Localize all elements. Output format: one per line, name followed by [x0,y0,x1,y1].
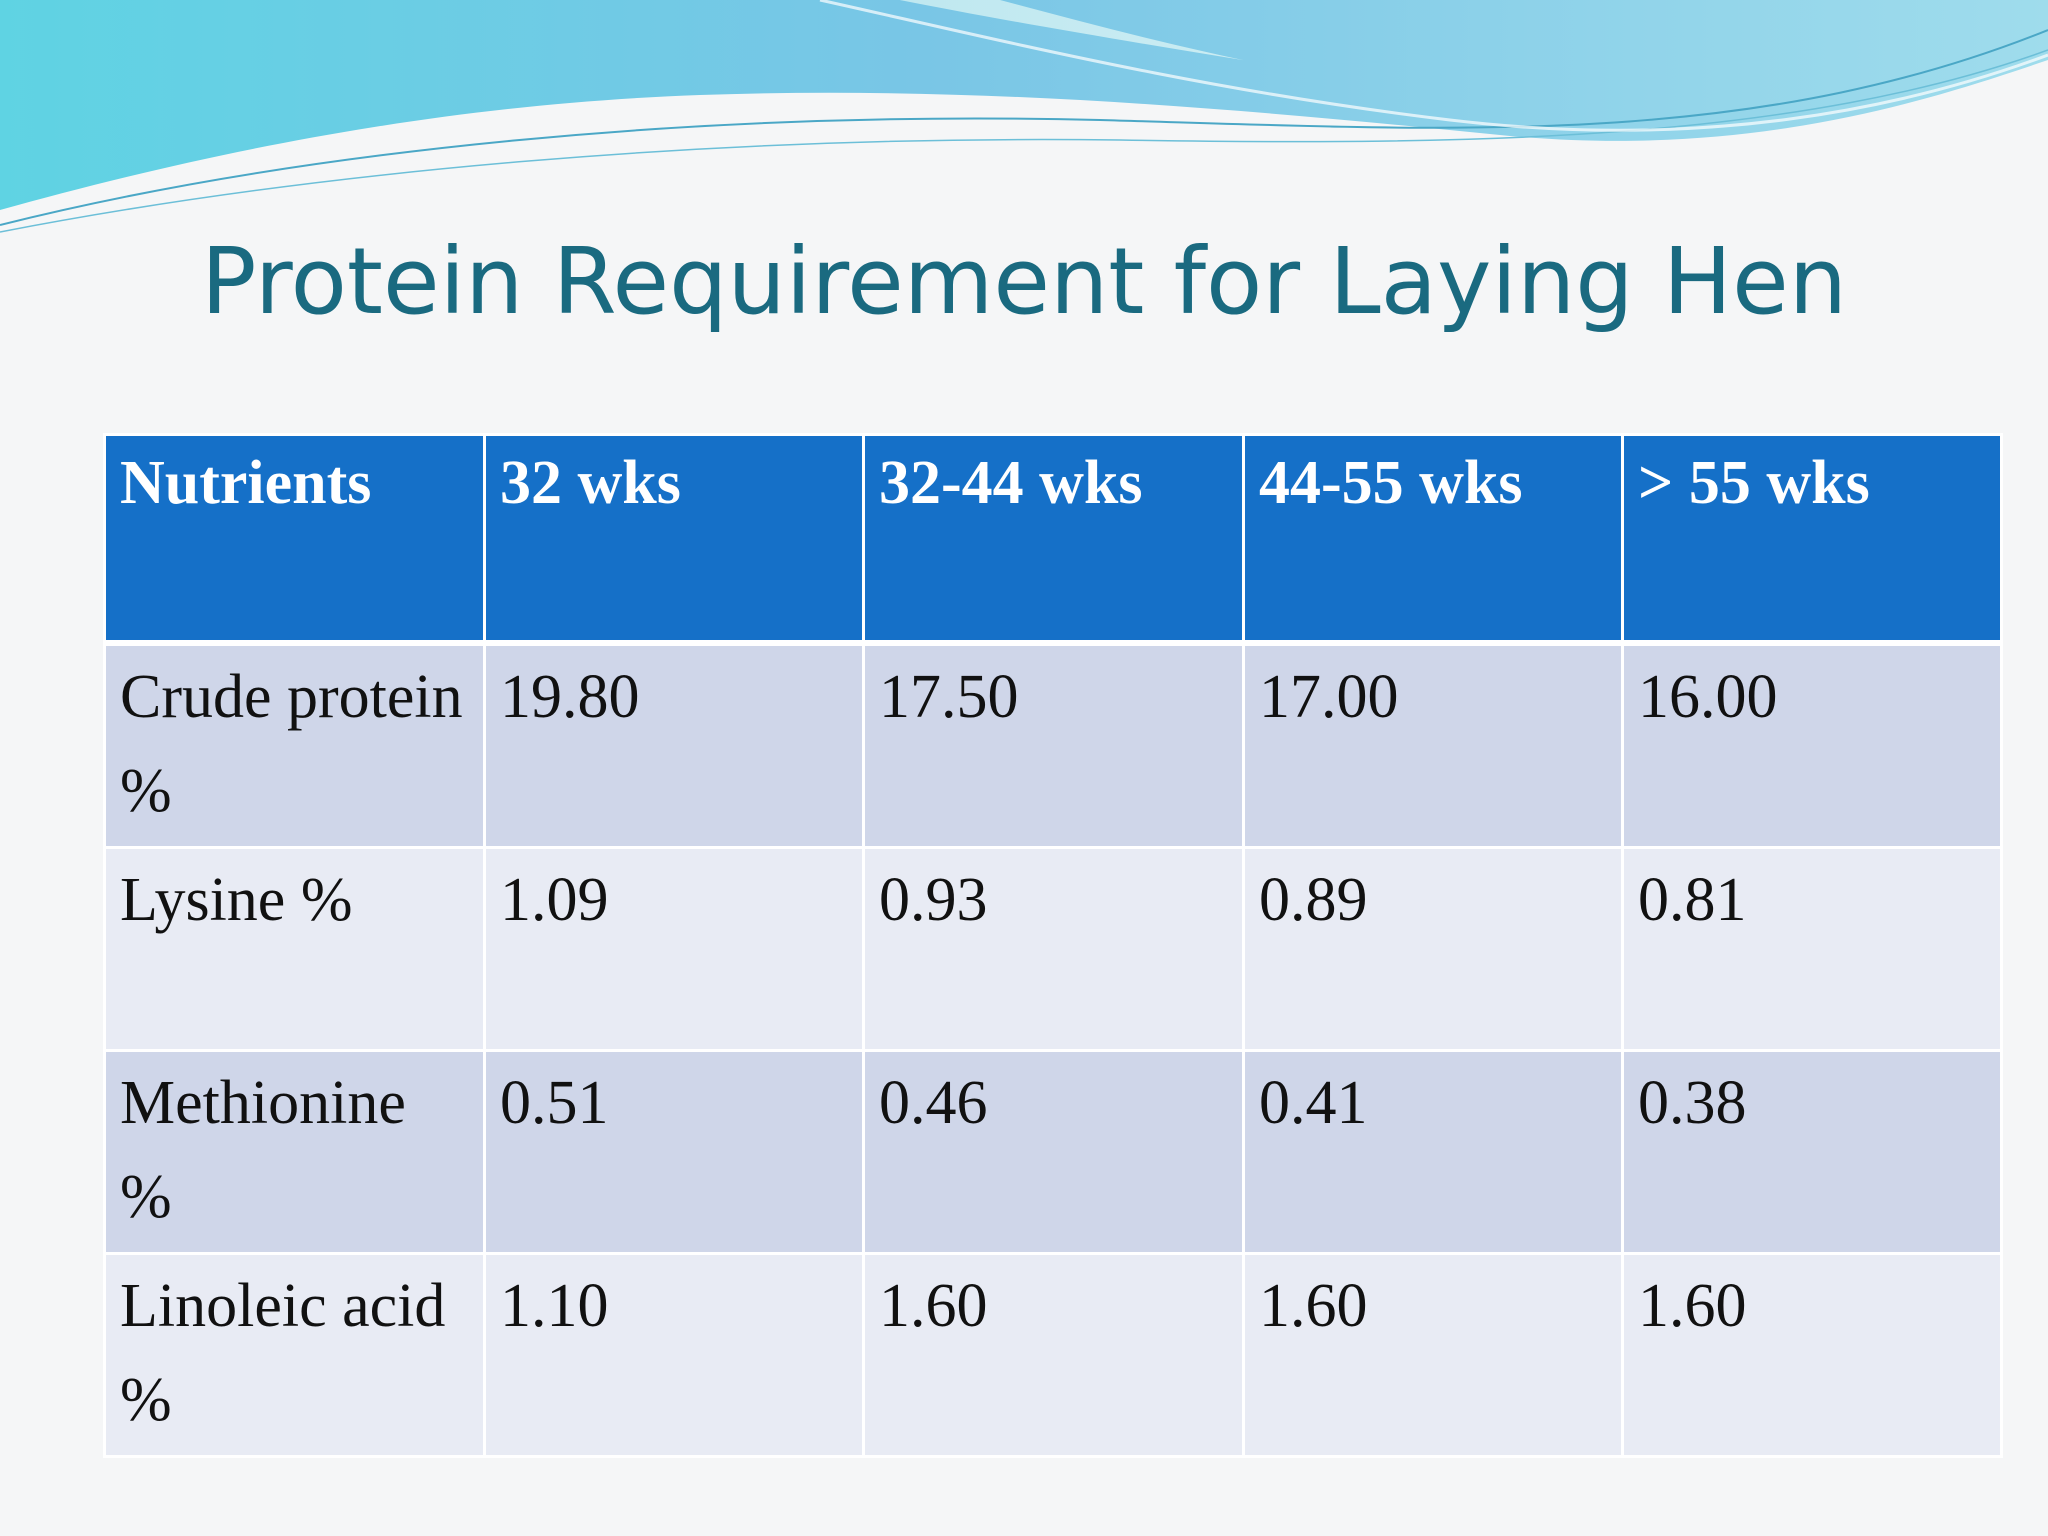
row-label: Methionine % [103,1049,486,1255]
header-nutrients: Nutrients [103,433,486,646]
table-row-linoleic-acid: Linoleic acid % 1.10 1.60 1.60 1.60 [103,1252,2003,1458]
header-32-44-wks: 32-44 wks [862,433,1245,646]
table-cell: 0.81 [1621,846,2003,1052]
table-cell: 16.00 [1621,641,2003,849]
row-label: Lysine % [103,846,486,1052]
header-over-55-wks: > 55 wks [1621,433,2003,646]
header-32-wks: 32 wks [483,433,865,646]
decorative-wave-header [0,0,2048,233]
header-44-55-wks: 44-55 wks [1242,433,1624,646]
table-cell: 19.80 [483,641,865,849]
table-row-methionine: Methionine % 0.51 0.46 0.41 0.38 [103,1049,2003,1255]
table-cell: 17.50 [862,641,1245,849]
table-cell: 17.00 [1242,641,1624,849]
table-cell: 1.60 [862,1252,1245,1458]
table-header-row: Nutrients 32 wks 32-44 wks 44-55 wks > 5… [103,433,2003,646]
table-cell: 1.60 [1242,1252,1624,1458]
row-label: Linoleic acid % [103,1252,486,1458]
table-cell: 0.38 [1621,1049,2003,1255]
table-cell: 0.46 [862,1049,1245,1255]
nutrient-table: Nutrients 32 wks 32-44 wks 44-55 wks > 5… [103,433,2003,1458]
table-cell: 0.51 [483,1049,865,1255]
table-cell: 0.93 [862,846,1245,1052]
table-row-crude-protein: Crude protein % 19.80 17.50 17.00 16.00 [103,641,2003,849]
table-row-lysine: Lysine % 1.09 0.93 0.89 0.81 [103,846,2003,1052]
table-cell: 0.41 [1242,1049,1624,1255]
row-label: Crude protein % [103,641,486,849]
table-cell: 1.60 [1621,1252,2003,1458]
slide-title: Protein Requirement for Laying Hen [200,228,1848,335]
table-cell: 1.10 [483,1252,865,1458]
table-cell: 1.09 [483,846,865,1052]
table-cell: 0.89 [1242,846,1624,1052]
